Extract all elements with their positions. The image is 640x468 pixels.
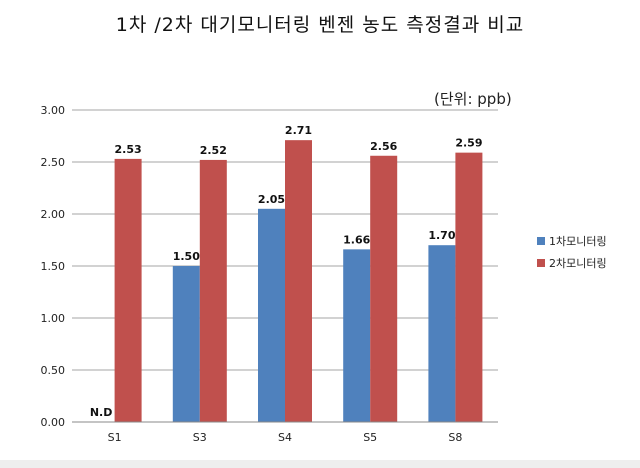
x-axis-ticks: S1 S3 S4 S5 S8 bbox=[108, 431, 463, 444]
y-tick-label: 2.00 bbox=[41, 208, 66, 221]
data-label: 1.70 bbox=[428, 229, 455, 242]
bar-series-2-s5 bbox=[370, 155, 398, 422]
data-label: 2.71 bbox=[285, 124, 312, 137]
data-label: 2.05 bbox=[258, 193, 285, 206]
y-tick-label: 0.00 bbox=[41, 416, 66, 429]
data-label: 2.59 bbox=[455, 137, 482, 150]
x-tick-label: S8 bbox=[448, 431, 462, 444]
x-tick-label: S1 bbox=[108, 431, 122, 444]
y-tick-label: 2.50 bbox=[41, 156, 66, 169]
y-tick-label: 1.50 bbox=[41, 260, 66, 273]
legend: 1차모니터링 2차모니터링 bbox=[537, 230, 607, 274]
bar-series-2-s1 bbox=[114, 158, 142, 422]
chart-title: 1차 /2차 대기모니터링 벤젠 농도 측정결과 비교 bbox=[115, 14, 525, 36]
bar-series-1-s5 bbox=[343, 249, 371, 422]
bar-series-2-s8 bbox=[455, 152, 483, 422]
y-tick-label: 3.00 bbox=[41, 104, 66, 117]
data-labels: N.D 2.53 1.50 2.52 2.05 2.71 1.66 2.56 1.70 2.59 bbox=[90, 124, 483, 419]
y-tick-label: 1.00 bbox=[41, 312, 66, 325]
bar-series-1-s8 bbox=[428, 245, 456, 422]
data-label: 2.52 bbox=[200, 144, 227, 157]
y-tick-label: 0.50 bbox=[41, 364, 66, 377]
x-tick-label: S5 bbox=[363, 431, 377, 444]
y-axis-ticks: 0.00 0.50 1.00 1.50 2.00 2.50 3.00 bbox=[41, 104, 66, 429]
legend-label-series-1: 1차모니터링 bbox=[549, 235, 607, 248]
legend-label-series-2: 2차모니터링 bbox=[549, 257, 607, 270]
unit-label: (단위: ppb) bbox=[434, 90, 512, 108]
bottom-strip bbox=[0, 460, 640, 468]
bar-series-2-s4 bbox=[285, 140, 312, 422]
bar-series-2-s3 bbox=[199, 159, 227, 423]
data-label: 1.50 bbox=[173, 250, 200, 263]
legend-swatch-series-2 bbox=[537, 259, 545, 267]
legend-swatch-series-1 bbox=[537, 237, 545, 245]
legend-item-series-1: 1차모니터링 bbox=[537, 230, 607, 252]
bars bbox=[114, 140, 483, 423]
x-tick-label: S3 bbox=[193, 431, 207, 444]
x-tick-label: S4 bbox=[278, 431, 292, 444]
data-label: 1.66 bbox=[343, 233, 370, 246]
bar-series-1-s4 bbox=[258, 208, 285, 422]
bar-series-1-s3 bbox=[172, 266, 200, 422]
data-label: 2.56 bbox=[370, 140, 397, 153]
data-label: N.D bbox=[90, 406, 113, 419]
data-label: 2.53 bbox=[115, 143, 142, 156]
legend-item-series-2: 2차모니터링 bbox=[537, 252, 607, 274]
